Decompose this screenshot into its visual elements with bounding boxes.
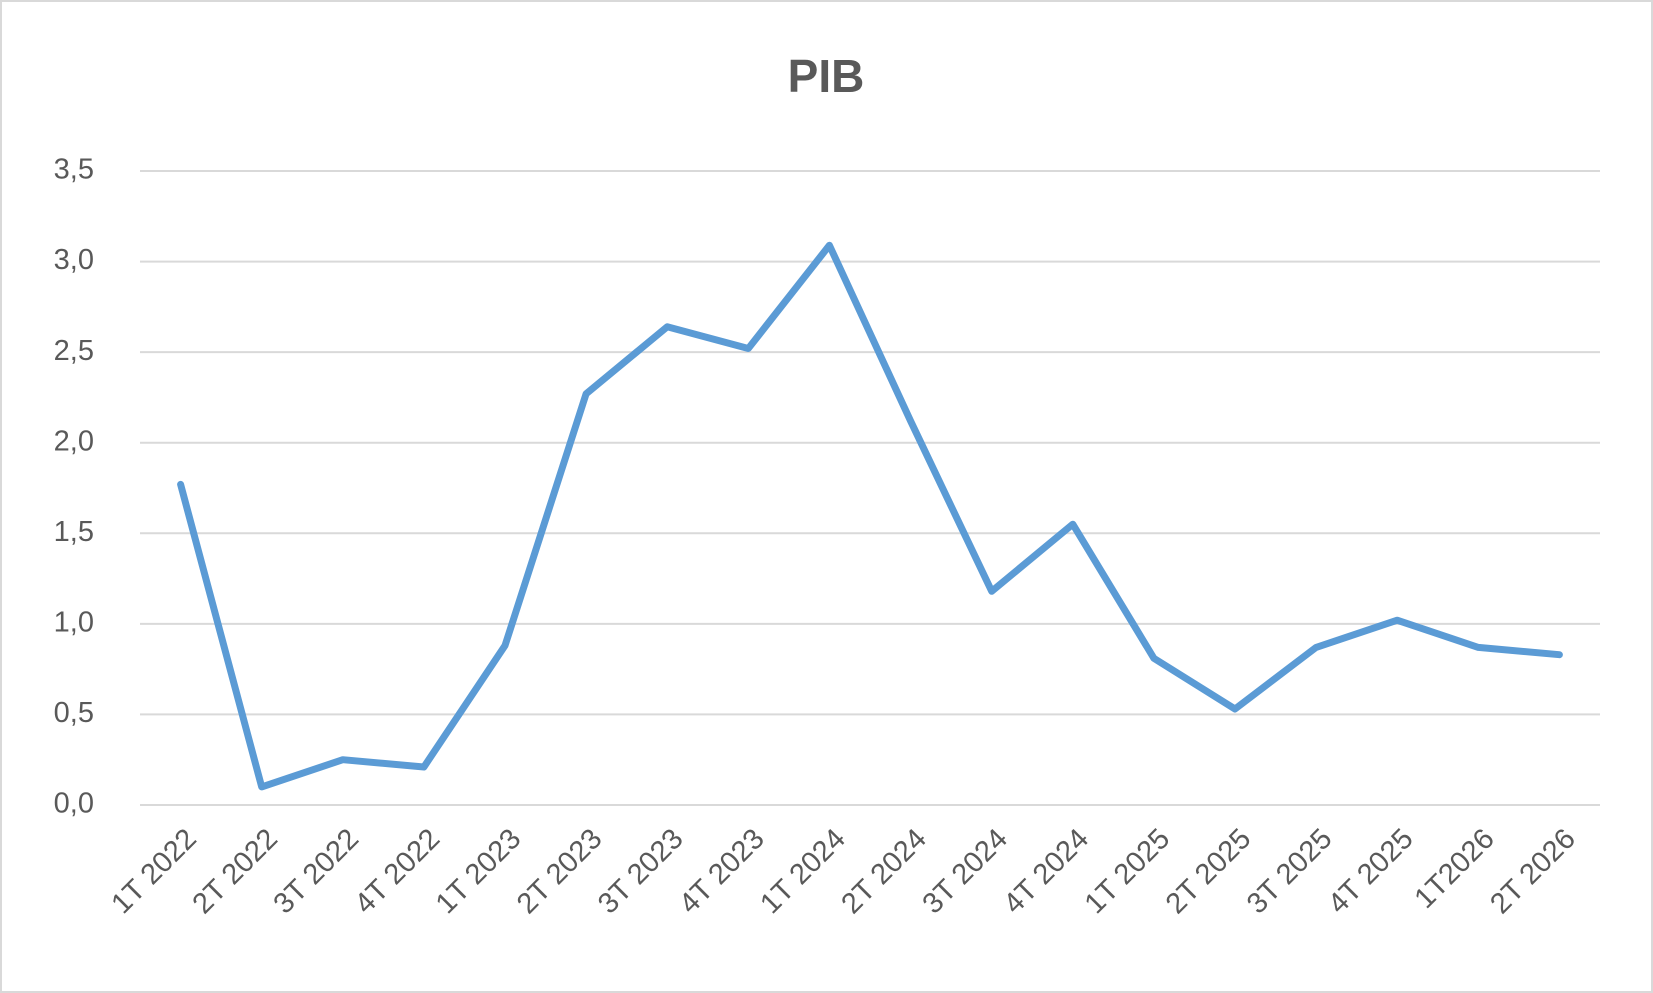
y-tick-label: 1,0	[54, 607, 94, 639]
chart-title: PIB	[788, 50, 865, 102]
y-tick-label: 3,5	[54, 154, 94, 186]
y-tick-label: 1,5	[54, 516, 94, 548]
y-tick-label: 2,0	[54, 425, 94, 457]
data-line	[177, 241, 1563, 791]
y-tick-label: 3,0	[54, 244, 94, 276]
y-tick-label: 0,5	[54, 697, 94, 729]
y-tick-label: 2,5	[54, 335, 94, 367]
y-tick-label: 0,0	[54, 788, 94, 820]
